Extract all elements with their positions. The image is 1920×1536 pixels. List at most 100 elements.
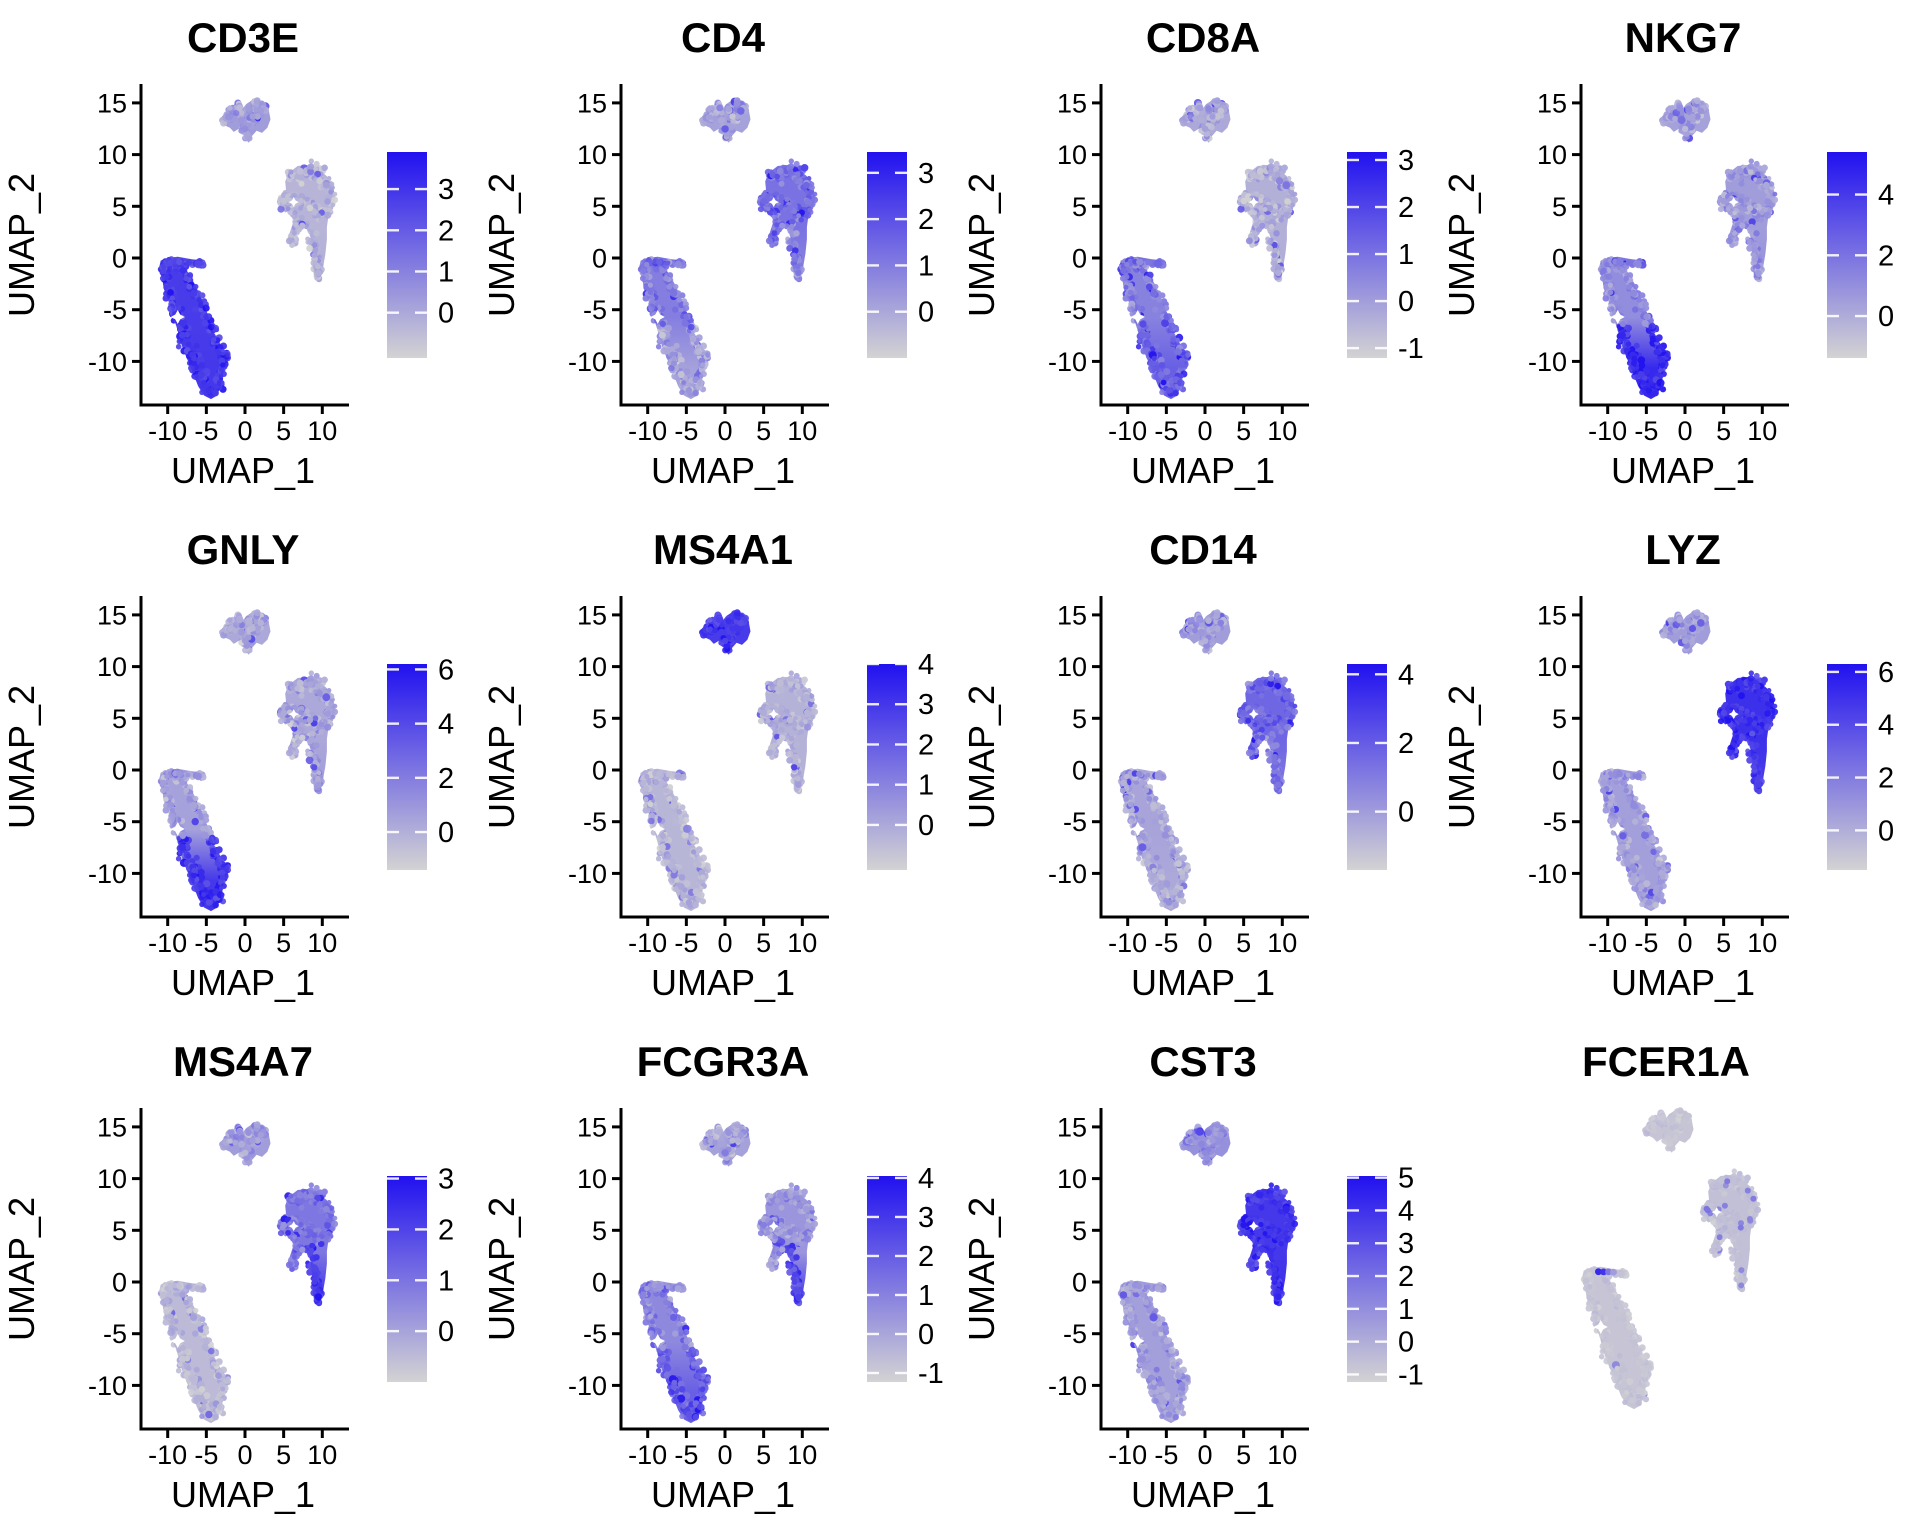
legend-tick [1375,1209,1387,1212]
legend-tick [895,1176,907,1180]
legend-tick [1375,1242,1387,1245]
x-tick-label: 10 [1747,416,1777,446]
legend-tick [1375,1340,1387,1343]
legend-tick [1855,254,1867,257]
umap-panel-svg: FCER1A [1580,1038,1762,1410]
legend-tick [1827,254,1839,257]
legend-tick-label: 1 [1398,1294,1414,1326]
void-notch [650,1333,665,1348]
x-tick-label: 0 [1197,416,1212,446]
legend-tick-label: 2 [1398,728,1414,760]
legend-tick [867,743,879,746]
panel-title: GNLY [187,526,300,573]
legend-tick [1347,741,1359,745]
legend-tick [415,1228,427,1231]
panel-title: LYZ [1645,526,1720,573]
legend-tick-label: 1 [918,1280,934,1312]
legend-tick [1827,314,1839,318]
x-axis-label: UMAP_1 [651,962,795,1003]
x-tick-label: 5 [1236,928,1251,958]
legend-tick [867,217,879,221]
y-tick-label: 10 [577,1164,607,1194]
legend-tick [867,823,879,827]
legend-tick [387,229,399,232]
color-legend: 4 3 2 1 0 -1 [867,1163,944,1390]
legend-tick [1855,314,1867,318]
panel-title: CD14 [1149,526,1257,573]
void-notch [1610,309,1625,324]
legend-tick [895,171,907,175]
y-tick-label: -10 [1048,347,1087,377]
y-tick-label: 0 [592,756,607,786]
x-tick-label: -5 [1634,928,1658,958]
color-legend: 6 4 2 0 [387,654,454,870]
void-notch [1593,1319,1608,1334]
legend-tick [895,703,907,706]
x-tick-label: -5 [1634,416,1658,446]
legend-tick [867,783,879,786]
legend-tick [1375,1274,1387,1278]
x-tick-label: -10 [628,1440,667,1470]
legend-tick [1375,1176,1387,1179]
x-tick-label: -5 [194,1440,218,1470]
y-tick-label: 15 [1537,88,1567,118]
legend-tick [867,1215,879,1219]
legend-tick [1827,193,1839,196]
panel-title: CD8A [1146,14,1260,61]
legend-tick [387,830,399,834]
y-tick-label: 5 [1552,192,1567,222]
feature-panel-gnly: GNLY -10 -5 0 5 10 15 10 5 0 -5 -10 UMAP_1 UMAP_2 6 4 2 0 [0,512,480,1024]
legend-tick-label: 3 [438,1164,454,1196]
legend-tick [867,1293,879,1297]
legend-tick-label: 0 [918,1319,934,1351]
y-tick-label: 10 [1537,652,1567,682]
cluster-points [637,1121,819,1421]
x-tick-label: 5 [1236,416,1251,446]
void-notch [170,821,185,836]
legend-tick [1827,670,1839,674]
y-tick-label: -5 [103,1319,127,1349]
legend-tick-label: 0 [1398,1327,1414,1359]
y-tick-label: 10 [97,1164,127,1194]
legend-tick [895,662,907,666]
umap-panel-svg: MS4A1-10 -5 0 5 10151050-5-10UMAP_1UMAP_2432… [481,526,934,1003]
panel-title: CD4 [681,14,766,61]
legend-tick-label: 0 [1878,301,1894,333]
x-tick-label: 5 [756,1440,771,1470]
y-axis-label: UMAP_2 [1441,685,1482,829]
legend-tick-label: 1 [918,250,934,282]
legend-tick-label: 2 [1398,192,1414,224]
void-notch [1248,709,1259,720]
legend-tick-label: 0 [918,297,934,329]
legend-tick [1855,776,1867,779]
cluster-points [157,1121,339,1421]
legend-tick [387,270,399,273]
legend-tick [1855,193,1867,196]
color-legend: 6 4 2 0 [1827,657,1894,870]
legend-tick [1827,829,1839,832]
y-tick-label: 15 [97,600,127,630]
legend-tick [1347,1340,1359,1343]
x-tick-label: -5 [674,1440,698,1470]
legend-tick-label: 0 [1878,815,1894,847]
legend-tick [895,264,907,267]
x-tick-label: -10 [628,928,667,958]
y-tick-label: -10 [568,859,607,889]
y-axis-label: UMAP_2 [961,1197,1002,1341]
legend-tick [387,668,399,671]
legend-tick-label: -1 [918,1358,944,1390]
y-axis-label: UMAP_2 [961,173,1002,317]
legend-tick [1375,299,1387,303]
legend-tick-label: 2 [918,1241,934,1273]
y-tick-label: 0 [1072,756,1087,786]
x-tick-label: 0 [237,928,252,958]
legend-tick [895,783,907,786]
legend-tick-label: 2 [918,729,934,761]
